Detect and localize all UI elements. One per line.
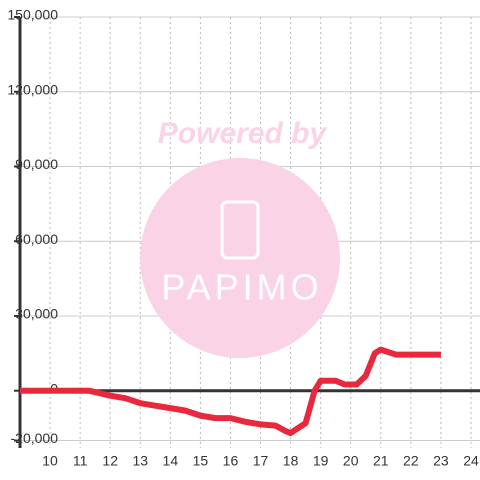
x-tick-label: 18 [283, 453, 299, 469]
x-tick-label: 20 [343, 453, 359, 469]
x-tick-label: 11 [73, 453, 88, 469]
y-tick-label: -20,000 [11, 430, 59, 446]
x-tick-label: 10 [42, 453, 58, 469]
y-tick-label: 30,000 [15, 306, 58, 322]
watermark-icon [220, 200, 260, 260]
x-tick-label: 21 [373, 453, 389, 469]
x-tick-label: 17 [253, 453, 269, 469]
y-tick-label: 90,000 [15, 156, 58, 172]
data-line [20, 346, 441, 437]
watermark-logo: PAPIMO [161, 267, 322, 308]
watermark-text: Powered by [158, 117, 328, 150]
x-tick-label: 15 [193, 453, 209, 469]
y-tick-label: 120,000 [7, 81, 58, 97]
x-tick-label: 16 [223, 453, 239, 469]
y-tick-label: 150,000 [7, 7, 58, 23]
x-tick-label: 13 [132, 453, 148, 469]
x-tick-label: 12 [102, 453, 118, 469]
x-tick-label: 23 [433, 453, 449, 469]
x-tick-label: 22 [403, 453, 419, 469]
x-tick-label: 24 [463, 453, 479, 469]
y-tick-label: 60,000 [15, 231, 58, 247]
x-tick-label: 14 [163, 453, 179, 469]
x-tick-label: 19 [313, 453, 329, 469]
